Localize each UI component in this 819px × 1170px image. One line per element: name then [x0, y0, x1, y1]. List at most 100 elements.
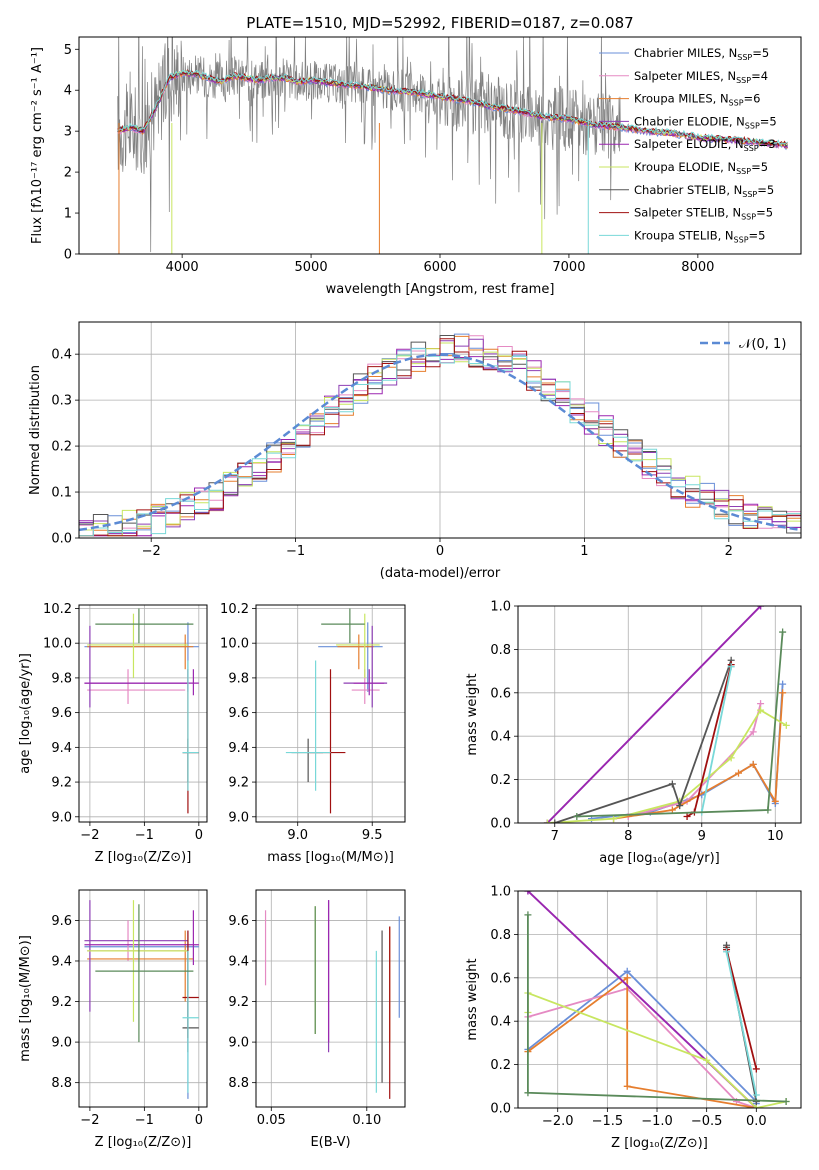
x-tick-label: 9.0 [287, 828, 308, 843]
panel-weight-vs-Z: −2.0 −1.5 −1.0 −0.5 0.0 0.0 0.2 0.4 0.6 0.8 1.0 Z [… [465, 885, 802, 1151]
y-tick-label: 0.2 [490, 1058, 511, 1073]
y-tick-label: 0.8 [490, 928, 511, 943]
legend-label-count: =5 [760, 114, 777, 128]
panel-age-vs-Z: −2 −1 0 9.0 9.2 9.4 9.6 9.8 10.0 10.2 Z [log₁₀(Z/Z… [18, 602, 208, 865]
panel-weight-vs-age: 7 8 9 10 0.0 0.2 0.4 0.6 0.8 1.0 age [log₁₀(age/yr… [465, 600, 802, 866]
x-tick-label: −2.0 [542, 1114, 574, 1129]
weight-point [524, 911, 532, 919]
legend-label-sub: SSP [729, 99, 744, 108]
x-tick-label: 7000 [552, 260, 585, 275]
y-tick-label: 9.6 [51, 914, 72, 929]
legend-label-text: Salpeter MILES, N [634, 69, 736, 83]
y-tick-label: 1.0 [490, 885, 511, 900]
y-tick-label: 0.4 [490, 1015, 511, 1030]
hist-sS-line [79, 338, 801, 537]
y-tick-label: 0.4 [51, 348, 72, 363]
legend-label-count: =5 [749, 228, 766, 242]
x-axis-label: Z [log₁₀(Z/Z⊙)] [95, 1135, 192, 1150]
x-tick-label: 10 [767, 829, 784, 844]
weight-point [764, 806, 772, 814]
y-tick-label: 10.2 [220, 602, 249, 617]
legend-label: Salpeter ELODIE, NSSP=3 [634, 137, 776, 153]
x-axis-label: wavelength [Angstrom, rest frame] [326, 282, 555, 297]
weight-point [779, 689, 787, 697]
weight-point [524, 891, 532, 895]
weight-series [543, 606, 790, 823]
x-tick-label: 8 [624, 829, 632, 844]
weight-point [727, 754, 735, 762]
x-tick-label: 8000 [681, 260, 714, 275]
legend-label-text: Salpeter STELIB, N [634, 206, 741, 220]
weight-point [668, 806, 676, 814]
errorbar-series [264, 900, 400, 1099]
y-tick-label: 0 [64, 248, 72, 263]
weight-point [749, 760, 757, 768]
x-tick-label: −1.5 [592, 1114, 624, 1129]
y-tick-label: 8.8 [228, 1076, 249, 1091]
weight-line [527, 970, 758, 1104]
y-tick-label: 9.2 [228, 995, 249, 1010]
y-tick-label: 0.0 [51, 532, 72, 547]
y-tick-label: 9.8 [228, 671, 249, 686]
panel-age-vs-mass: 9.0 9.5 9.0 9.2 9.4 9.6 9.8 10.0 10.2 mass [log₁₀… [220, 602, 406, 865]
y-tick-label: 0.8 [490, 643, 511, 658]
legend-label-count: =3 [759, 137, 776, 151]
legend-label-text: Salpeter ELODIE, N [634, 137, 744, 151]
weight-point [727, 663, 735, 671]
weight-point [782, 721, 790, 729]
x-tick-label: 2 [725, 544, 733, 559]
y-axis-label: mass weight [465, 673, 480, 755]
weight-point [779, 680, 787, 688]
legend-label-count: =4 [751, 69, 768, 83]
y-tick-label: 5 [64, 43, 72, 58]
legend-label-count: =6 [744, 92, 761, 106]
x-tick-label: −2 [142, 544, 161, 559]
legend-label: Salpeter STELIB, NSSP=5 [634, 206, 773, 222]
panel-mass-vs-EBV: 0.05 0.10 8.8 9.0 9.2 9.4 9.6 E(B-V) [228, 889, 406, 1150]
x-tick-label: −1 [135, 828, 154, 843]
y-tick-label: 9.4 [51, 954, 72, 969]
weight-point [668, 780, 676, 788]
legend-label-text: Kroupa STELIB, N [634, 228, 734, 242]
panel-spectrum: 4000 5000 6000 7000 8000 0 1 2 3 4 5 wavelength [An… [30, 14, 802, 297]
y-tick-label: 10.0 [43, 637, 72, 652]
x-axis-label: E(B-V) [310, 1135, 350, 1150]
weight-point [524, 1089, 532, 1097]
spectrum-series [117, 37, 789, 254]
weight-point [623, 1082, 631, 1090]
legend-label: Chabrier STELIB, NSSP=5 [634, 183, 774, 199]
weight-point [771, 797, 779, 805]
legend-label: Kroupa MILES, NSSP=6 [634, 92, 760, 108]
weight-point [676, 802, 684, 810]
weight-point [782, 1097, 790, 1105]
legend-label-text: Kroupa ELODIE, N [634, 160, 736, 174]
x-tick-label: 5000 [295, 260, 328, 275]
errorbar-series [84, 900, 199, 1099]
legend-label-sub: SSP [742, 190, 757, 199]
y-tick-label: 0.1 [51, 486, 72, 501]
legend-label: Chabrier ELODIE, NSSP=5 [634, 114, 777, 130]
y-tick-label: 9.4 [51, 741, 72, 756]
y-tick-label: 0.4 [490, 730, 511, 745]
weight-point [551, 819, 559, 823]
weight-point [757, 706, 765, 714]
weight-point [543, 819, 551, 823]
y-tick-label: 9.0 [228, 1036, 249, 1051]
weight-point [683, 812, 691, 820]
y-tick-label: 1 [64, 207, 72, 222]
panel-mass-vs-Z: −2 −1 0 8.8 9.0 9.2 9.4 9.6 Z [log₁₀(Z/Z⊙)] mass … [18, 889, 208, 1150]
x-axis-label: age [log₁₀(age/yr)] [599, 851, 720, 866]
x-tick-label: −0.5 [691, 1114, 723, 1129]
weight-point [752, 1104, 760, 1108]
weight-line [700, 666, 733, 813]
x-axis-label: Z [log₁₀(Z/Z⊙)] [95, 850, 192, 865]
legend-label: Chabrier MILES, NSSP=5 [634, 46, 769, 62]
legend: Chabrier MILES, NSSP=5 Salpeter MILES, N S… [599, 46, 777, 244]
axes-frame [517, 605, 802, 824]
x-tick-label: 7 [551, 829, 559, 844]
axes-frame [78, 321, 802, 539]
x-tick-label: 0 [195, 1113, 203, 1128]
model-kS-line [117, 70, 788, 146]
y-tick-label: 0.6 [490, 971, 511, 986]
